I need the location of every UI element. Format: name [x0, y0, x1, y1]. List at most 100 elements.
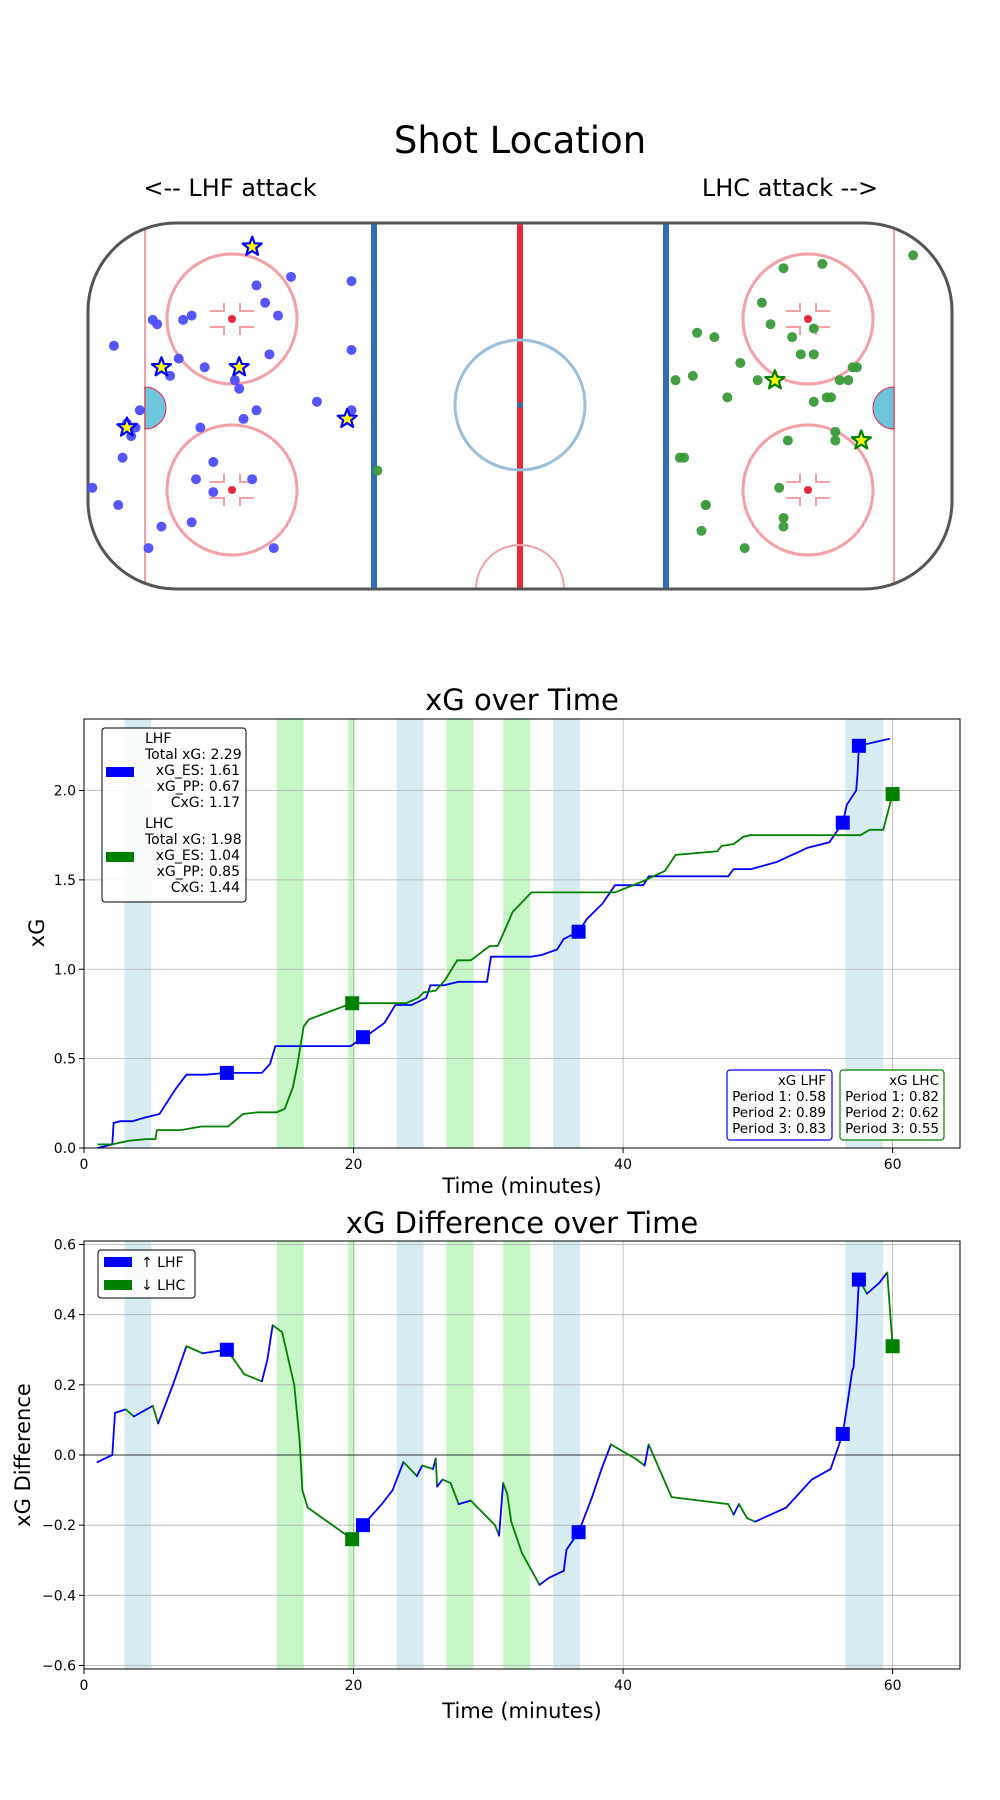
goal-marker-lhc	[885, 1339, 900, 1354]
hashmarks	[786, 474, 830, 506]
shot-point-lhc	[756, 297, 767, 308]
x-tick-label: 0	[80, 1157, 89, 1173]
y-tick-label: 1.0	[54, 962, 76, 978]
x-tick-label: 60	[884, 1157, 902, 1173]
diff-line-segment	[591, 1468, 603, 1498]
goal-marker-lhf	[571, 1525, 586, 1540]
pp-band-lhf	[396, 719, 424, 1148]
shot-point-lhc	[808, 349, 819, 360]
diff-line-segment	[469, 1499, 496, 1527]
x-tick-label: 40	[614, 1678, 632, 1694]
diff-line-segment	[647, 1443, 673, 1498]
diff-line-segment	[878, 1271, 889, 1284]
diff-line-segment	[785, 1478, 813, 1509]
faceoff-circle-right-bottom	[741, 423, 875, 557]
shot-point-lhc	[817, 258, 828, 269]
goal-marker-lhf	[355, 1518, 370, 1533]
goal-marker-lhf	[571, 924, 586, 939]
diff-legend-lhf: ↑ LHF	[141, 1255, 184, 1271]
shot-point-lhc	[739, 543, 750, 554]
pp-band-lhc	[348, 719, 355, 1148]
shot-point-lhf	[134, 405, 145, 416]
pp-band-lhc	[446, 719, 474, 1148]
diff-line-segment	[886, 1271, 894, 1348]
hashmarks	[210, 303, 254, 335]
goal-marker-lhf	[355, 1030, 370, 1045]
diff-line-segment	[436, 1478, 444, 1488]
shot-point-lhf	[195, 422, 206, 433]
shot-point-lhf	[251, 405, 262, 416]
hashmarks	[210, 474, 254, 506]
diff-line-segment	[506, 1492, 513, 1523]
faceoff-dot	[804, 486, 812, 494]
goal-marker-lhf	[835, 1426, 850, 1441]
diff-line-segment	[421, 1464, 434, 1470]
rink-diagram	[86, 221, 954, 591]
diff-line-segment	[132, 1404, 154, 1418]
y-tick-label: −0.4	[42, 1588, 76, 1604]
diff-line-segment	[510, 1520, 523, 1555]
shot-point-lhc	[826, 392, 837, 403]
period-lhf-p1: Period 1: 0.58	[732, 1089, 826, 1105]
y-tick-label: 0.6	[54, 1238, 76, 1254]
shot-point-lhc	[782, 435, 793, 446]
rink-boards	[86, 221, 954, 591]
shot-point-lhc	[808, 396, 819, 407]
diff-line-segment	[306, 1506, 354, 1541]
goal-marker-lhf	[219, 1065, 234, 1080]
diff-line-segment	[732, 1503, 740, 1516]
shot-point-lhf	[108, 340, 119, 351]
shot-point-lhc	[679, 452, 690, 463]
diff-line-segment	[441, 1478, 452, 1484]
diff-line-segment	[185, 1345, 204, 1355]
y-tick-label: 0.0	[54, 1141, 76, 1157]
diff-line-segment	[157, 1383, 174, 1425]
shot-point-lhc	[752, 375, 763, 386]
xg-line-lhf	[97, 737, 891, 1149]
shot-point-lhc	[692, 327, 703, 338]
lhc-attack-label: LHC attack -->	[702, 174, 878, 202]
x-tick-label: 20	[345, 1157, 363, 1173]
diff-line-segment	[548, 1569, 565, 1579]
shot-point-lhc	[778, 263, 789, 274]
center-circle	[453, 338, 587, 472]
xg-legend-box	[101, 727, 247, 903]
legend-swatch-lhf	[106, 767, 134, 777]
shot-point-lhc	[687, 370, 698, 381]
legend-lhf-total: Total xG: 2.29	[144, 747, 242, 763]
diff-line-segment	[852, 1331, 858, 1369]
legend-lhf-pp: xG_PP: 0.67	[157, 779, 240, 795]
diff-line-segment	[298, 1440, 304, 1491]
shot-point-lhf	[286, 271, 297, 282]
diff-line-segment	[562, 1548, 568, 1572]
goal-star-lhf	[150, 356, 173, 377]
shot-point-lhf	[208, 487, 219, 498]
shot-point-lhc	[372, 465, 383, 476]
diff-line-segment	[634, 1457, 646, 1467]
period-lhf-p2: Period 2: 0.89	[732, 1105, 826, 1121]
diff-line-segment	[457, 1499, 472, 1506]
faceoff-dot	[804, 315, 812, 323]
pp-band-lhc	[276, 719, 304, 1148]
shot-point-lhf	[186, 310, 197, 321]
y-tick-label: −0.6	[42, 1658, 76, 1674]
period-box-lhc	[839, 1069, 945, 1141]
shot-point-lhf	[251, 280, 262, 291]
shot-point-lhf	[113, 500, 124, 511]
shot-point-lhf	[186, 517, 197, 528]
period-lhf-title: xG LHF	[778, 1073, 826, 1089]
diff-line-segment	[538, 1576, 550, 1586]
x-tick-label: 60	[884, 1678, 902, 1694]
diff-line-segment	[738, 1503, 748, 1520]
diff-line-segment	[498, 1482, 505, 1537]
diff-line-segment	[293, 1383, 301, 1442]
diff-line-segment	[866, 1282, 881, 1295]
shot-location-chart: Shot Location <-- LHF attack LHC attack …	[86, 119, 954, 591]
legend-lhf-name: LHF	[145, 731, 171, 747]
diff-line-segment	[847, 1369, 854, 1400]
shot-point-lhc	[709, 332, 720, 343]
shot-point-lhf	[152, 319, 163, 330]
shot-point-lhc	[795, 349, 806, 360]
diff-line-segment	[810, 1468, 832, 1481]
faceoff-dot	[228, 486, 236, 494]
